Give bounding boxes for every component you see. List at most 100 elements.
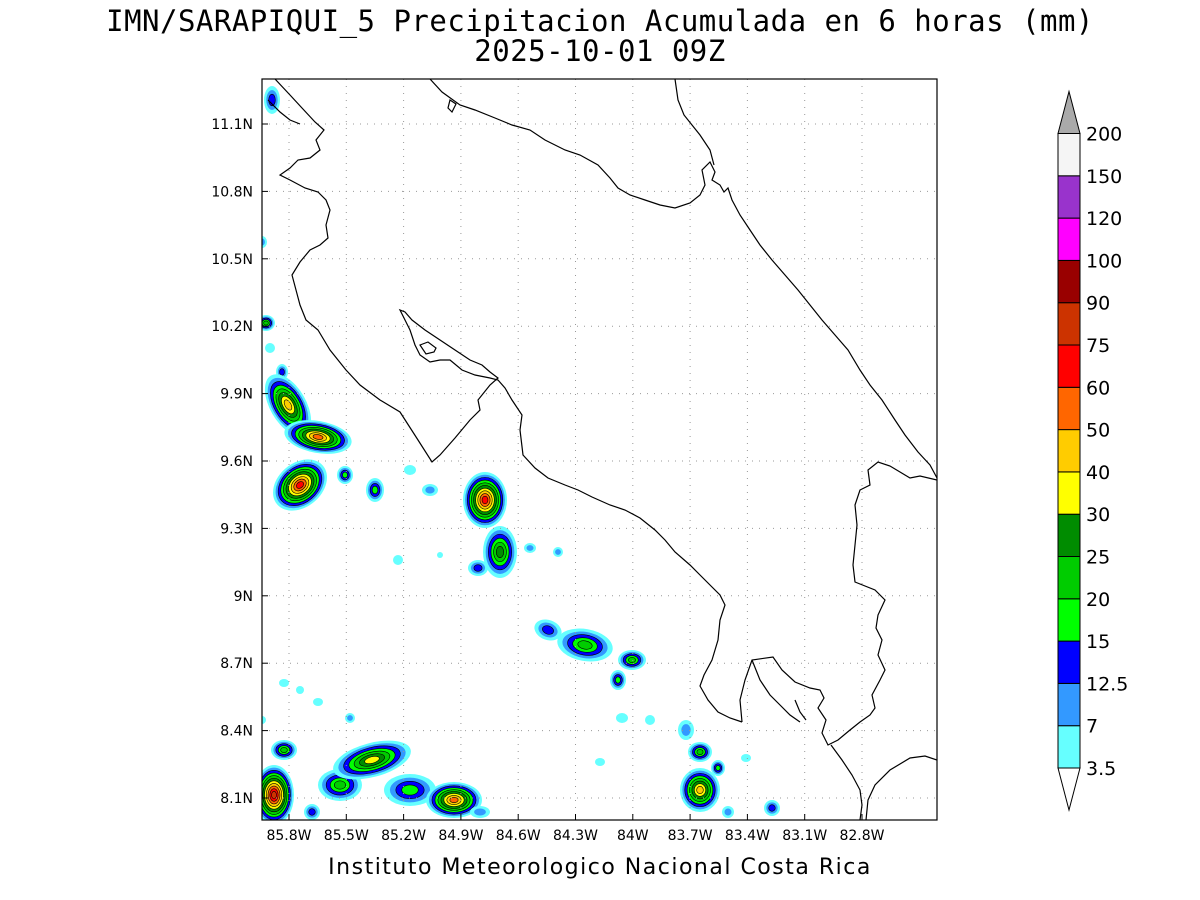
colorbar-label: 50 (1086, 420, 1110, 442)
x-tick-label: 82.8W (839, 828, 884, 844)
x-tick-label: 83.4W (725, 828, 770, 844)
y-tick-label: 10.5N (211, 252, 253, 268)
colorbar-label: 150 (1086, 166, 1122, 188)
precip-cell (333, 740, 411, 780)
x-tick-label: 85.2W (381, 828, 426, 844)
colorbar-swatch (1057, 302, 1081, 346)
precip-cell (426, 782, 482, 818)
colorbar-label: 40 (1086, 462, 1110, 484)
y-tick-label: 10.8N (211, 184, 253, 200)
colorbar-label: 20 (1086, 589, 1110, 611)
precip-cell (470, 806, 490, 818)
precip-cell (264, 374, 312, 436)
precip-cell (680, 768, 720, 812)
precip-cell (483, 526, 517, 578)
colorbar-min-arrow (1057, 767, 1081, 812)
y-tick-label: 9N (234, 589, 253, 605)
precip-cell (273, 459, 327, 511)
colorbar-swatch (1057, 175, 1081, 219)
colorbar-swatch (1057, 259, 1081, 304)
precip-cell (345, 713, 355, 723)
x-tick-label: 84.6W (496, 828, 541, 844)
x-tick-label: 84.3W (553, 828, 598, 844)
colorbar-swatch (1057, 640, 1081, 684)
colorbar-label: 12.5 (1086, 673, 1128, 695)
precip-cell (616, 713, 628, 723)
precip-cell (722, 806, 734, 818)
colorbar-label: 25 (1086, 547, 1110, 569)
colorbar-swatch (1057, 513, 1081, 558)
colorbar-label: 7 (1086, 716, 1098, 738)
colorbar-label: 100 (1086, 250, 1122, 272)
colorbar-label: 120 (1086, 208, 1122, 230)
colorbar-swatch (1057, 725, 1081, 769)
precip-cell (279, 679, 289, 687)
precip-cell (534, 619, 562, 641)
precip-cell (313, 698, 323, 706)
precip-cell (404, 465, 416, 475)
coastline (267, 79, 937, 820)
colorbar-swatch (1057, 429, 1081, 473)
colorbar-label: 75 (1086, 335, 1110, 357)
colorbar-max-arrow (1057, 89, 1081, 134)
precip-cell (468, 560, 488, 576)
y-tick-label: 8.1N (220, 791, 253, 807)
precip-cell (262, 716, 266, 724)
x-tick-label: 85.5W (324, 828, 369, 844)
map-title: IMN/SARAPIQUI_5 Precipitacion Acumulada … (106, 4, 1094, 38)
precip-cell (688, 742, 712, 762)
map-subtitle: 2025-10-01 09Z (474, 34, 726, 68)
precip-cell (262, 236, 267, 248)
precip-cell (595, 758, 605, 766)
colorbar-label: 3.5 (1086, 758, 1116, 780)
precip-cell (557, 628, 613, 662)
precip-cell (265, 343, 275, 353)
x-tick-label: 83.1W (782, 828, 827, 844)
y-tick-label: 9.9N (220, 387, 253, 403)
x-tick-label: 83.7W (668, 828, 713, 844)
precip-cell (553, 547, 563, 557)
precip-cell (262, 315, 275, 331)
colorbar-label: 90 (1086, 293, 1110, 315)
precip-cell (741, 754, 751, 762)
y-tick-label: 8.4N (220, 724, 253, 740)
precip-cell (337, 466, 353, 484)
precip-cell (678, 720, 694, 740)
plot-frame (261, 78, 938, 821)
colorbar-swatch (1057, 133, 1081, 177)
precip-cell (437, 552, 443, 558)
precip-cell (366, 478, 384, 502)
footer-credit: Instituto Meteorologico Nacional Costa R… (328, 855, 872, 880)
colorbar-label: 60 (1086, 377, 1110, 399)
precipitation-layer (262, 86, 780, 820)
colorbar-swatch (1057, 471, 1081, 515)
colorbar-swatch (1057, 217, 1081, 261)
precip-cell (463, 472, 507, 528)
colorbar-swatch (1057, 556, 1081, 600)
lat-lon-grid (262, 79, 937, 820)
precip-cell (764, 800, 780, 816)
precip-cell (262, 765, 294, 820)
precip-cell (296, 686, 304, 694)
precip-cell (284, 420, 352, 454)
colorbar-label: 200 (1086, 124, 1122, 146)
y-tick-label: 8.7N (220, 656, 253, 672)
precip-cell (422, 484, 438, 496)
colorbar-swatch (1057, 682, 1081, 727)
colorbar: 3.5 7 12.5 15 20 25 30 40 50 60 75 90 100 120 150 200 (1057, 89, 1128, 812)
y-tick-label: 9.3N (220, 521, 253, 537)
precip-cell (711, 760, 725, 776)
colorbar-swatch (1057, 598, 1081, 642)
x-axis-ticks: 85.8W 85.5W 85.2W 84.9W 84.6W 84.3W 84W 83.7W 83… (266, 828, 884, 844)
y-tick-label: 10.2N (211, 319, 253, 335)
y-axis-ticks: 11.1N 10.8N 10.5N 10.2N 9.9N 9.6N 9.3N 9N 8.7N 8.… (211, 117, 253, 807)
precip-cell (524, 543, 536, 553)
precip-cell (393, 555, 403, 565)
y-tick-label: 9.6N (220, 454, 253, 470)
colorbar-swatch (1057, 386, 1081, 431)
x-tick-label: 84W (617, 828, 649, 844)
y-tick-label: 11.1N (211, 117, 253, 133)
colorbar-swatch (1057, 344, 1081, 388)
x-tick-label: 84.9W (438, 828, 483, 844)
